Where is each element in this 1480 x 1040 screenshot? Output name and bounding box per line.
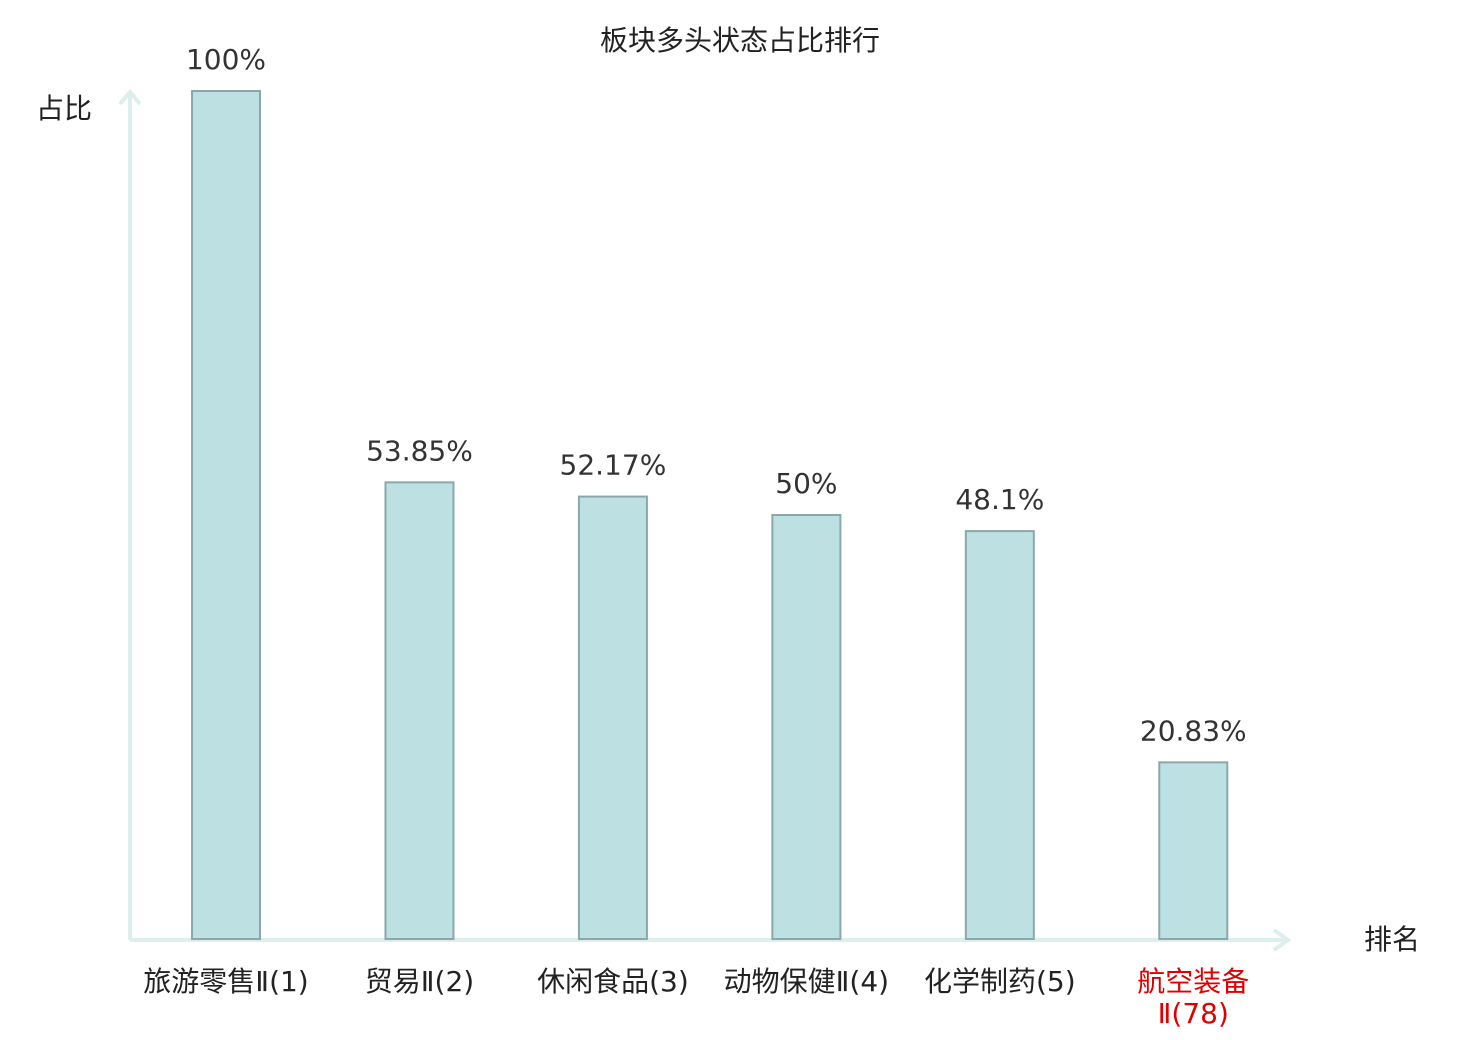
value-label: 20.83% [1140, 714, 1247, 747]
x-tick-label: 化学制药(5) [923, 965, 1076, 998]
bar [384, 481, 455, 940]
x-tick-label: 旅游零售Ⅱ(1) [143, 965, 309, 998]
x-tick-label: 动物保健Ⅱ(4) [723, 965, 890, 998]
bar [1158, 761, 1229, 940]
axes [118, 88, 1292, 952]
bar [577, 495, 648, 940]
bar [191, 90, 262, 940]
x-axis-arrow [1272, 928, 1292, 952]
value-label: 52.17% [560, 449, 667, 482]
x-tick-label: 休闲食品(3) [537, 965, 689, 998]
y-axis-arrow [118, 88, 142, 106]
value-label: 50% [775, 467, 837, 500]
x-axis-label: 排名 [1364, 923, 1420, 956]
x-tick-label: 航空装备Ⅱ(78) [1137, 965, 1250, 1030]
bar [964, 530, 1035, 940]
bar [771, 514, 842, 940]
x-tick-label: 贸易Ⅱ(2) [364, 965, 475, 998]
y-axis-label: 占比 [36, 92, 92, 125]
chart-title: 板块多头状态占比排行 [600, 24, 880, 57]
value-label: 48.1% [955, 483, 1044, 516]
value-label: 100% [186, 43, 266, 76]
value-label: 53.85% [366, 434, 473, 467]
